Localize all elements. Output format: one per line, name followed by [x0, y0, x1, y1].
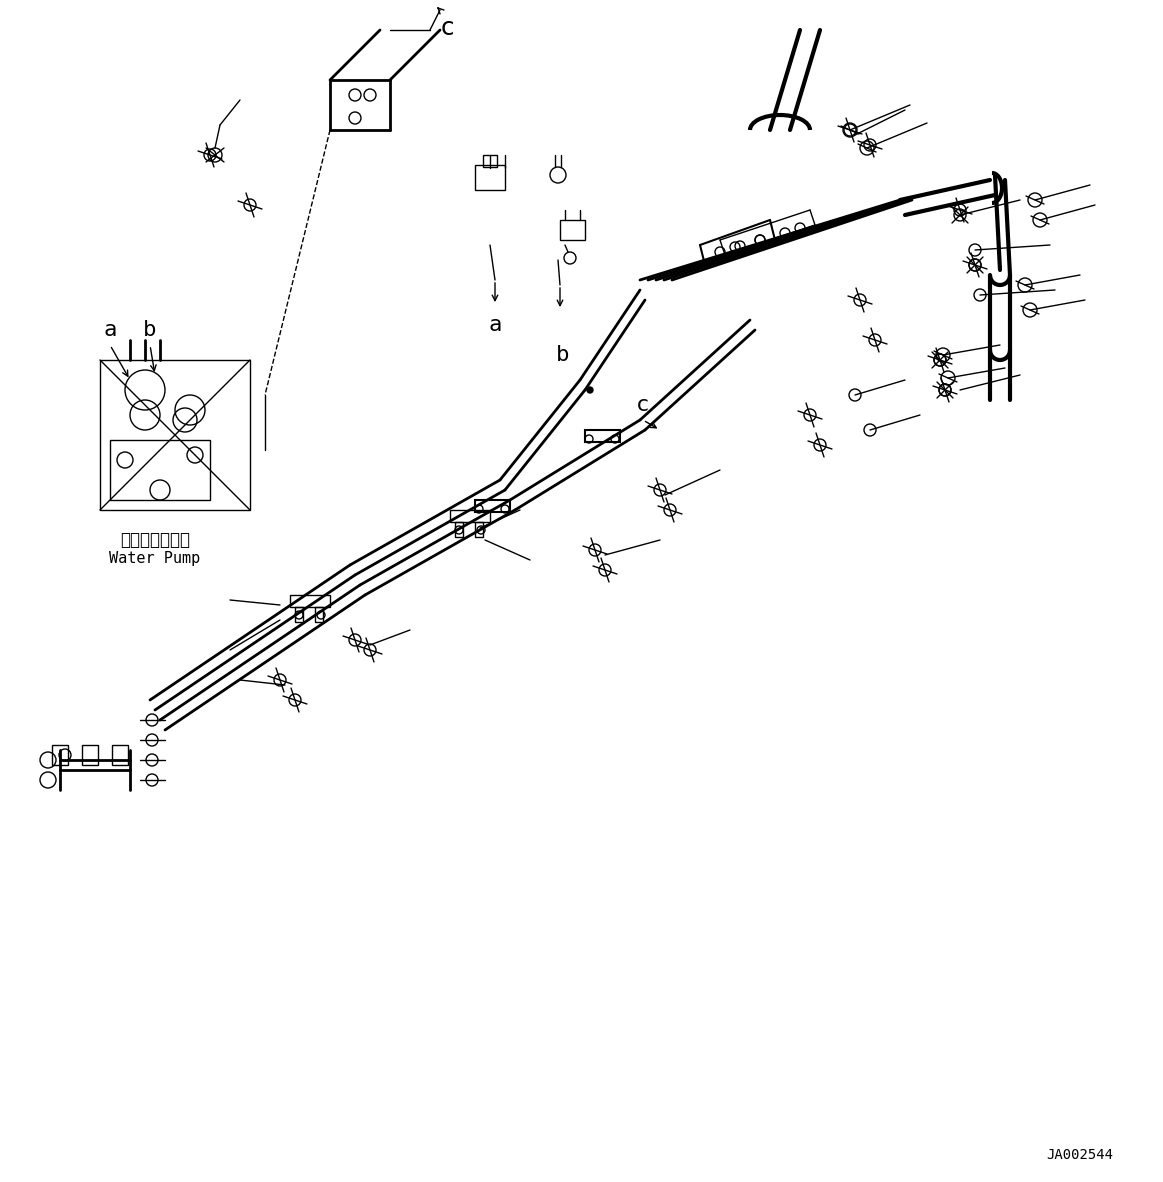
Bar: [475, 165, 505, 190]
Text: a: a: [488, 314, 501, 335]
Bar: [475, 522, 483, 537]
Bar: [112, 745, 128, 765]
Bar: [290, 595, 330, 608]
Bar: [52, 745, 67, 765]
Bar: [450, 509, 490, 522]
Bar: [475, 500, 511, 512]
Text: b: b: [143, 320, 157, 340]
Bar: [100, 361, 250, 509]
Text: ウォータポンプ: ウォータポンプ: [120, 531, 190, 548]
Bar: [110, 440, 211, 500]
Bar: [561, 220, 585, 240]
Text: Water Pump: Water Pump: [109, 551, 201, 565]
Bar: [315, 608, 323, 622]
Text: JA002544: JA002544: [1047, 1148, 1113, 1162]
Text: c: c: [440, 17, 455, 40]
Bar: [83, 745, 98, 765]
Bar: [295, 608, 304, 622]
Text: c: c: [636, 395, 650, 415]
Bar: [483, 155, 497, 167]
Circle shape: [587, 387, 593, 392]
Bar: [455, 522, 463, 537]
Text: b: b: [556, 345, 570, 365]
Bar: [585, 430, 620, 442]
Text: a: a: [104, 320, 116, 340]
